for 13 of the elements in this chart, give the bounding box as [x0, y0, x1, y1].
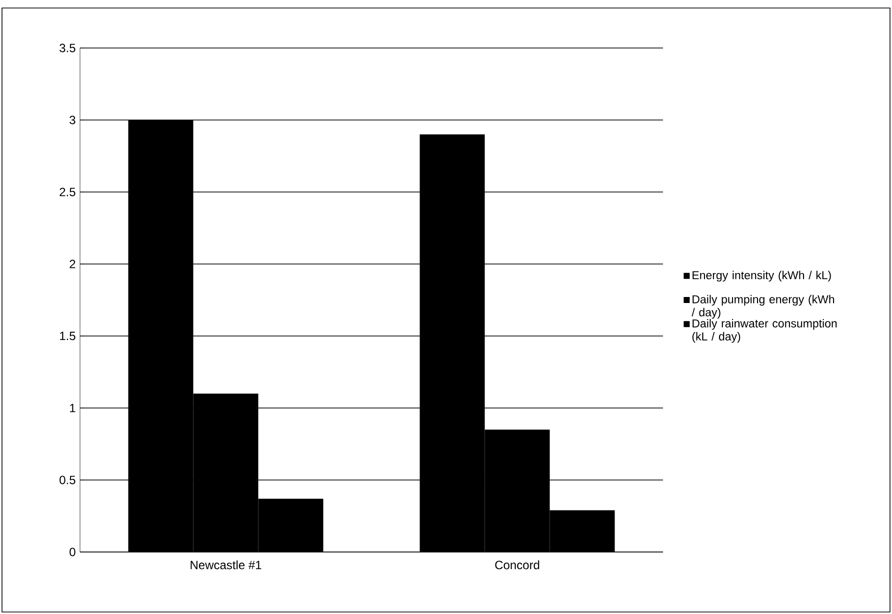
x-tick-label: Concord: [495, 560, 540, 570]
legend-label: Energy intensity (kWh / kL): [692, 270, 831, 282]
legend-label: Daily pumping energy (kWh / day): [692, 294, 834, 319]
x-tick-label: Newcastle #1: [190, 560, 262, 570]
y-tick-label: 1: [70, 404, 76, 412]
legend-label: Daily rainwater consumption (kL / day): [692, 319, 837, 343]
y-tick-label: 0.5: [60, 476, 76, 484]
y-tick-label: 3.5: [60, 44, 76, 52]
y-tick-label: 2: [70, 260, 76, 268]
y-tick-label: 3: [70, 116, 76, 124]
y-tick-label: 1.5: [60, 332, 76, 340]
y-tick-label: 0: [70, 548, 76, 556]
y-tick-label: 2.5: [60, 188, 76, 196]
